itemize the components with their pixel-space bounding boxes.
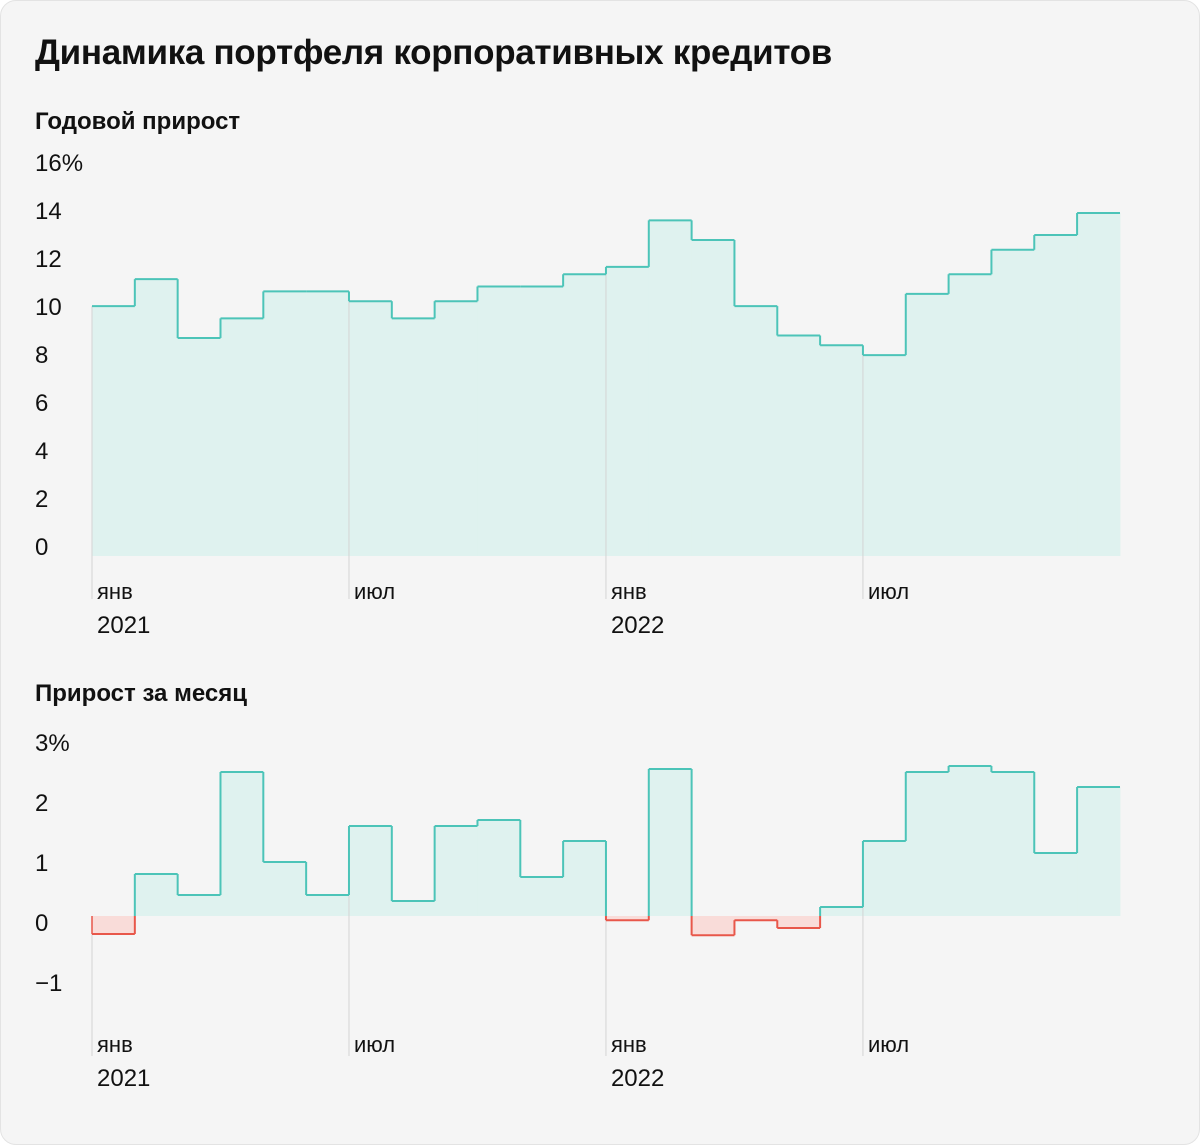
area-step bbox=[648, 220, 693, 556]
area-step bbox=[306, 291, 350, 556]
y-tick-label: 0 bbox=[35, 910, 48, 937]
y-tick-label: 8 bbox=[35, 342, 48, 369]
chart-subtitle-2: Прирост за месяц bbox=[35, 680, 247, 707]
area-step bbox=[563, 274, 607, 556]
area-step bbox=[648, 769, 693, 916]
y-tick-label: −1 bbox=[35, 970, 62, 997]
area-step bbox=[820, 907, 864, 916]
area-step bbox=[220, 318, 264, 556]
area-step bbox=[92, 916, 136, 934]
x-tick-month: июл bbox=[354, 1032, 395, 1057]
area-step bbox=[905, 772, 950, 916]
area-step bbox=[948, 274, 992, 556]
area-step bbox=[134, 279, 179, 556]
y-tick-label: 1 bbox=[35, 850, 48, 877]
y-tick-label: 14 bbox=[35, 198, 62, 225]
area-step bbox=[391, 901, 436, 916]
x-tick-month: июл bbox=[354, 579, 395, 604]
y-tick-label: 2 bbox=[35, 486, 48, 513]
area-step bbox=[563, 841, 607, 916]
area-step bbox=[1077, 787, 1121, 916]
area-step bbox=[905, 293, 950, 556]
area-step bbox=[605, 266, 650, 556]
area-step bbox=[777, 916, 821, 928]
area-step bbox=[134, 874, 179, 916]
x-tick-month: июл bbox=[868, 1032, 909, 1057]
area-step bbox=[263, 862, 307, 916]
area-step bbox=[477, 286, 521, 556]
y-tick-label: 4 bbox=[35, 438, 48, 465]
area-step bbox=[348, 301, 393, 556]
area-step bbox=[1077, 213, 1121, 556]
y-tick-label: 16% bbox=[35, 150, 83, 177]
x-tick-month: янв bbox=[611, 579, 647, 604]
y-tick-label: 0 bbox=[35, 534, 48, 561]
x-tick-month: янв bbox=[97, 579, 133, 604]
x-tick-year: 2022 bbox=[611, 1065, 664, 1092]
area-step bbox=[691, 916, 735, 936]
area-step bbox=[434, 301, 478, 556]
area-step bbox=[391, 318, 436, 556]
chart-subtitle-1: Годовой прирост bbox=[35, 108, 240, 135]
area-step bbox=[691, 239, 735, 556]
y-tick-label: 10 bbox=[35, 294, 62, 321]
area-step bbox=[306, 895, 350, 916]
area-step bbox=[862, 355, 907, 556]
area-step bbox=[1034, 235, 1078, 557]
area-step bbox=[92, 306, 136, 556]
area-step bbox=[177, 895, 221, 916]
area-step bbox=[991, 772, 1035, 916]
area-step bbox=[734, 306, 778, 556]
area-step bbox=[263, 291, 307, 556]
area-step bbox=[520, 286, 564, 556]
area-step bbox=[1034, 853, 1078, 916]
x-tick-year: 2021 bbox=[97, 612, 150, 639]
area-step bbox=[605, 916, 650, 921]
area-step bbox=[991, 249, 1035, 556]
y-tick-label: 2 bbox=[35, 790, 48, 817]
x-tick-month: янв bbox=[97, 1032, 133, 1057]
area-step bbox=[734, 916, 778, 921]
area-step bbox=[220, 772, 264, 916]
x-tick-month: янв bbox=[611, 1032, 647, 1057]
x-tick-year: 2022 bbox=[611, 612, 664, 639]
area-step bbox=[434, 826, 478, 916]
area-step bbox=[862, 841, 907, 916]
y-tick-label: 12 bbox=[35, 246, 62, 273]
area-step bbox=[777, 335, 821, 556]
y-tick-label: 3% bbox=[35, 730, 70, 757]
y-tick-label: 6 bbox=[35, 390, 48, 417]
area-step bbox=[520, 877, 564, 916]
area-step bbox=[348, 826, 393, 916]
area-step bbox=[820, 345, 864, 556]
x-tick-year: 2021 bbox=[97, 1065, 150, 1092]
area-step bbox=[948, 766, 992, 916]
page-title: Динамика портфеля корпоративных кредитов bbox=[35, 33, 832, 72]
area-step bbox=[477, 820, 521, 916]
area-step bbox=[177, 337, 221, 556]
x-tick-month: июл bbox=[868, 579, 909, 604]
